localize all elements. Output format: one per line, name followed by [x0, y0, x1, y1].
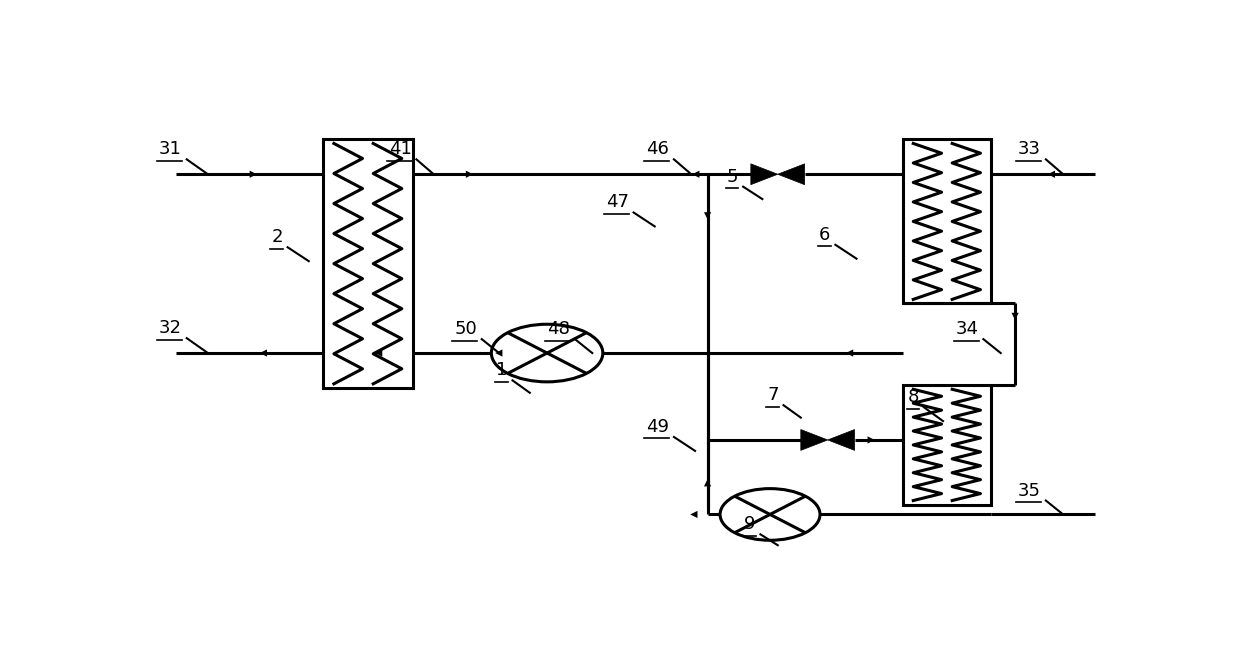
Text: 48: 48 [547, 320, 570, 338]
Text: 1: 1 [496, 361, 507, 379]
Text: 8: 8 [908, 388, 919, 406]
Text: 33: 33 [1018, 141, 1042, 159]
Text: 2: 2 [272, 228, 283, 246]
Bar [903, 139, 991, 303]
Text: 31: 31 [159, 141, 182, 159]
Text: 7: 7 [768, 386, 779, 404]
Text: 46: 46 [646, 141, 670, 159]
Polygon shape [751, 164, 777, 184]
Bar [324, 139, 413, 388]
Text: 32: 32 [159, 319, 182, 337]
Text: 50: 50 [454, 320, 477, 338]
Text: 49: 49 [646, 418, 670, 436]
Text: 5: 5 [727, 168, 738, 186]
Polygon shape [828, 430, 854, 450]
Polygon shape [801, 430, 828, 450]
Text: 41: 41 [388, 141, 412, 159]
Text: 9: 9 [744, 515, 755, 533]
Text: 6: 6 [820, 226, 831, 244]
Text: 47: 47 [606, 194, 629, 212]
Polygon shape [777, 164, 805, 184]
Text: 35: 35 [1018, 482, 1042, 499]
Text: 34: 34 [956, 320, 978, 338]
Bar [903, 385, 991, 504]
